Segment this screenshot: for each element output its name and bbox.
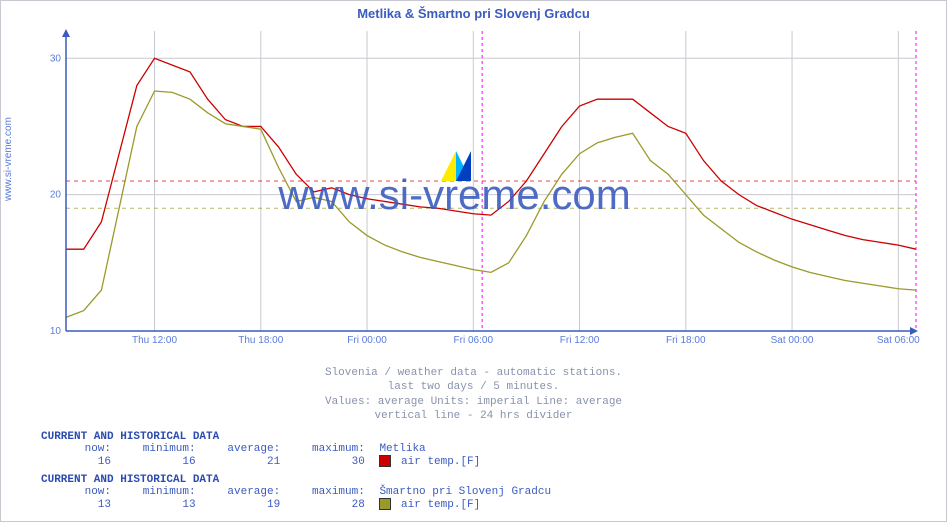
svg-text:Sat 00:00: Sat 00:00	[771, 335, 814, 346]
table2-station: Šmartno pri Slovenj Gradcu	[379, 486, 551, 498]
sub-line-3: Values: average Units: imperial Line: av…	[1, 395, 946, 409]
swatch-1	[379, 455, 391, 467]
table2-head: CURRENT AND HISTORICAL DATA	[41, 474, 551, 486]
svg-text:Fri 12:00: Fri 12:00	[560, 335, 600, 346]
svg-text:Fri 06:00: Fri 06:00	[454, 335, 494, 346]
table2-values: 13 13 19 28 air temp.[F]	[41, 498, 551, 511]
sub-line-4: vertical line - 24 hrs divider	[1, 409, 946, 423]
sub-line-1: Slovenia / weather data - automatic stat…	[1, 366, 946, 380]
chart-subtitle: Slovenia / weather data - automatic stat…	[1, 366, 946, 423]
svg-text:20: 20	[50, 190, 62, 201]
svg-text:Fri 00:00: Fri 00:00	[347, 335, 387, 346]
table1-labels: now: minimum: average: maximum: Metlika	[41, 443, 551, 455]
svg-text:10: 10	[50, 326, 62, 337]
svg-text:30: 30	[50, 53, 62, 64]
sub-line-2: last two days / 5 minutes.	[1, 380, 946, 394]
y-label: www.si-vreme.com	[3, 117, 14, 201]
svg-text:Thu 18:00: Thu 18:00	[238, 335, 283, 346]
table2-param: air temp.[F]	[401, 499, 480, 511]
table1-station: Metlika	[379, 443, 425, 455]
line-chart: 10 20 30 Thu 12:00 Thu 18:00 Fri 00:00 Fri 06:…	[41, 26, 921, 356]
table1-values: 16 16 21 30 air temp.[F]	[41, 455, 551, 468]
chart-area: 10 20 30 Thu 12:00 Thu 18:00 Fri 00:00 Fri 06:…	[41, 26, 921, 356]
chart-title: Metlika & Šmartno pri Slovenj Gradcu	[1, 1, 946, 21]
swatch-2	[379, 498, 391, 510]
chart-panel: Metlika & Šmartno pri Slovenj Gradcu www…	[0, 0, 947, 522]
table1-head: CURRENT AND HISTORICAL DATA	[41, 431, 551, 443]
table2-labels: now: minimum: average: maximum: Šmartno …	[41, 486, 551, 498]
svg-text:Fri 18:00: Fri 18:00	[666, 335, 706, 346]
svg-text:Sat 06:00: Sat 06:00	[877, 335, 920, 346]
table1-param: air temp.[F]	[401, 456, 480, 468]
data-tables: CURRENT AND HISTORICAL DATA now: minimum…	[41, 431, 551, 511]
svg-text:Thu 12:00: Thu 12:00	[132, 335, 177, 346]
